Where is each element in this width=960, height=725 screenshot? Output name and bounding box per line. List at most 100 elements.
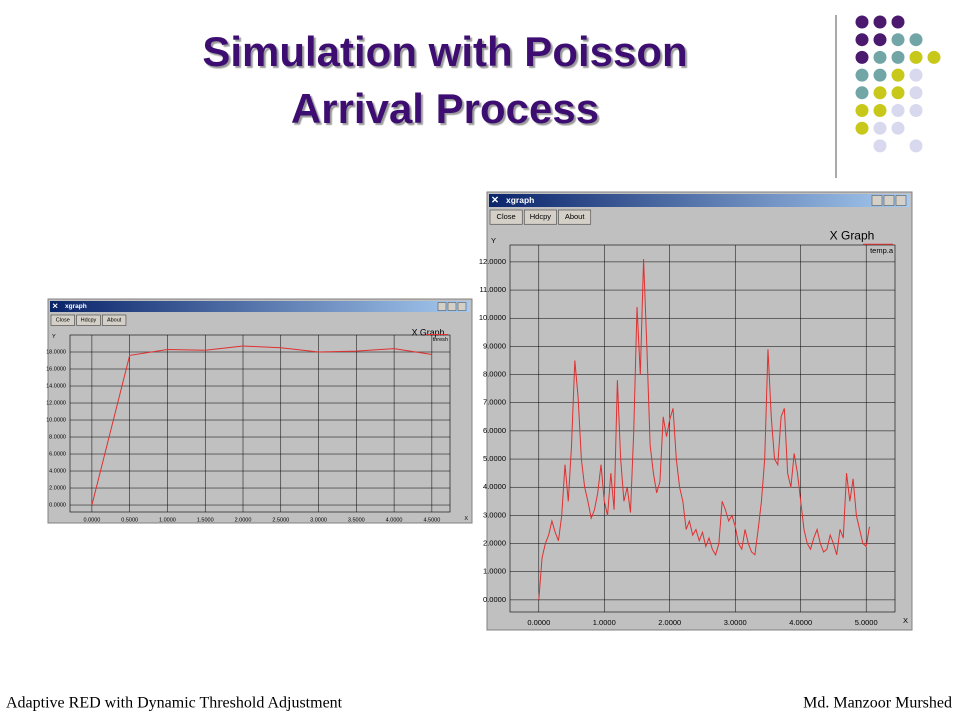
y-tick-label: 3.0000 [483,510,506,519]
dot [873,50,887,64]
dot [891,50,905,64]
dot [909,50,923,64]
x-tick-label: 1.0000 [159,518,176,524]
footer-right: Md. Manzoor Murshed [803,695,952,712]
title-bar [50,301,470,312]
y-tick-label: 4.0000 [49,468,66,474]
dot [873,139,887,153]
window-control[interactable] [895,195,907,206]
x-tick-label: 4.0000 [386,518,403,524]
footer-left: Adaptive RED with Dynamic Threshold Adju… [6,695,343,712]
dot [855,86,869,100]
x-tick-label: 3.0000 [724,618,747,627]
button[interactable] [50,314,75,326]
y-tick-label: 6.0000 [49,451,66,457]
y-tick-label: 16.0000 [46,366,66,372]
graph-title: X Graph [830,229,875,243]
decoration-dots [855,15,941,153]
dot [909,104,923,117]
x-tick-label: 2.0000 [235,518,252,524]
dot [873,15,887,29]
dot [891,86,905,100]
y-tick-label: 2.0000 [49,485,66,491]
dot [891,33,905,47]
window-control[interactable] [871,195,883,206]
plot-area [69,334,451,513]
slide-title-line: Simulation with Poisson [202,28,687,75]
y-axis-label: Y [52,334,56,340]
button-label[interactable]: About [565,212,586,221]
dot [873,104,887,117]
window-title: xgraph [506,195,534,205]
button-label[interactable]: About [107,318,122,324]
x-tick-label: 2.0000 [658,618,681,627]
x-tick-label: 4.5000 [423,518,440,524]
x-tick-label: 5.0000 [855,618,878,627]
data-line [91,345,432,506]
x-tick-label: 2.5000 [272,518,289,524]
x-tick-label: 0.0000 [83,518,100,524]
x-tick-label: 0.5000 [121,518,138,524]
dot [873,33,887,47]
button-label[interactable]: Close [56,318,70,324]
x-tick-label: 4.0000 [789,618,812,627]
dot [855,33,869,47]
x-tick-label: 3.5000 [348,518,365,524]
button[interactable] [558,209,592,225]
y-tick-label: 0.0000 [49,502,66,508]
window-frame [47,298,473,524]
button-label[interactable]: Hdcpy [81,318,97,324]
dot [855,50,869,64]
y-tick-label: 11.0000 [479,285,506,294]
window-title: xgraph [65,303,87,310]
dot [873,121,887,135]
window-control[interactable] [447,302,457,311]
y-tick-label: 0.0000 [483,595,506,604]
xgraph-window: xgraph ✕ Close Hdcpy About X Graph Y X 0.0000 2.0… [46,298,473,524]
dot [855,104,869,117]
slide-title-line: Arrival Process [291,85,599,132]
y-tick-label: 12.0000 [479,257,506,266]
xgraph-window: xgraph ✕ Close Hdcpy About X Graph Y X 0.0000 1.0… [479,191,913,631]
button[interactable] [102,314,127,326]
dot [873,86,887,100]
dot [873,68,887,82]
y-tick-label: 9.0000 [483,341,506,350]
y-tick-label: 5.0000 [483,454,506,463]
legend-label: temp.a [870,246,894,255]
x-tick-label: 0.0000 [527,618,550,627]
x-axis-label: X [464,516,468,522]
y-tick-label: 1.0000 [483,567,506,576]
button[interactable] [523,209,557,225]
dot [909,139,923,153]
legend-label: thresh [433,337,448,343]
graph-title: X Graph [412,327,445,337]
button[interactable] [76,314,101,326]
y-tick-label: 10.0000 [479,313,506,322]
button-label[interactable]: Hdcpy [530,212,552,221]
dot [927,50,941,64]
window-icon: ✕ [491,195,499,206]
window-control[interactable] [457,302,467,311]
y-tick-label: 2.0000 [483,539,506,548]
title-block: Simulation with Poisson Arrival Process [202,28,687,132]
dot [891,121,905,135]
y-tick-label: 8.0000 [483,370,506,379]
x-axis-label: X [903,616,908,625]
button[interactable] [489,209,523,225]
y-tick-label: 6.0000 [483,426,506,435]
window-control[interactable] [437,302,447,311]
y-tick-label: 12.0000 [46,400,66,406]
window-control[interactable] [883,195,895,206]
dot [891,104,905,117]
x-tick-label: 3.0000 [310,518,327,524]
dot [891,15,905,29]
x-tick-label: 1.0000 [593,618,616,627]
y-tick-label: 14.0000 [46,383,66,389]
y-axis-label: Y [491,236,496,245]
y-tick-label: 8.0000 [49,434,66,440]
dot [855,68,869,82]
button-label[interactable]: Close [497,212,516,221]
dot [909,86,923,100]
